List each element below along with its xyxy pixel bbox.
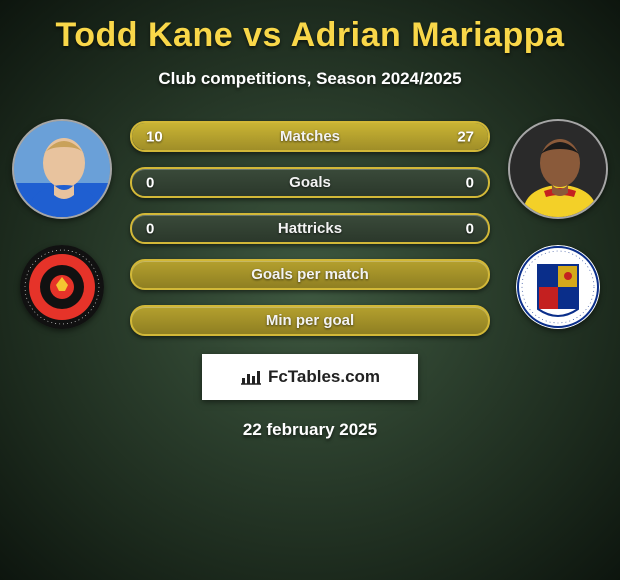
stat-row: Goals per match: [130, 259, 490, 290]
stat-label: Matches: [280, 128, 340, 145]
page-title: Todd Kane vs Adrian Mariappa: [8, 16, 612, 55]
stat-label: Hattricks: [278, 220, 342, 237]
left-player-avatar: [12, 119, 112, 219]
stat-left-value: 0: [146, 174, 154, 191]
stat-row: 10 Matches 27: [130, 121, 490, 152]
stat-right-value: 0: [466, 220, 474, 237]
left-side: [10, 117, 114, 329]
left-club-crest: [20, 245, 104, 329]
branding-badge: FcTables.com: [202, 354, 418, 400]
stat-row: 0 Goals 0: [130, 167, 490, 198]
stat-left-value: 0: [146, 220, 154, 237]
chart-icon: [240, 368, 262, 386]
stat-right-value: 0: [466, 174, 474, 191]
stat-fill-right: [228, 123, 488, 150]
stat-row: Min per goal: [130, 305, 490, 336]
date-label: 22 february 2025: [8, 420, 612, 440]
branding-text: FcTables.com: [268, 367, 380, 387]
stat-label: Goals: [289, 174, 331, 191]
stat-label: Min per goal: [266, 312, 354, 329]
comparison-panel: 10 Matches 27 0 Goals 0 0 Hattricks 0 Goals per m…: [8, 117, 612, 336]
stats-list: 10 Matches 27 0 Goals 0 0 Hattricks 0 Goals per m…: [130, 117, 490, 336]
stat-right-value: 27: [457, 128, 474, 145]
stat-label: Goals per match: [251, 266, 369, 283]
right-player-avatar: [508, 119, 608, 219]
right-side: [506, 117, 610, 329]
right-club-crest: [516, 245, 600, 329]
stat-left-value: 10: [146, 128, 163, 145]
stat-row: 0 Hattricks 0: [130, 213, 490, 244]
subtitle: Club competitions, Season 2024/2025: [8, 69, 612, 89]
